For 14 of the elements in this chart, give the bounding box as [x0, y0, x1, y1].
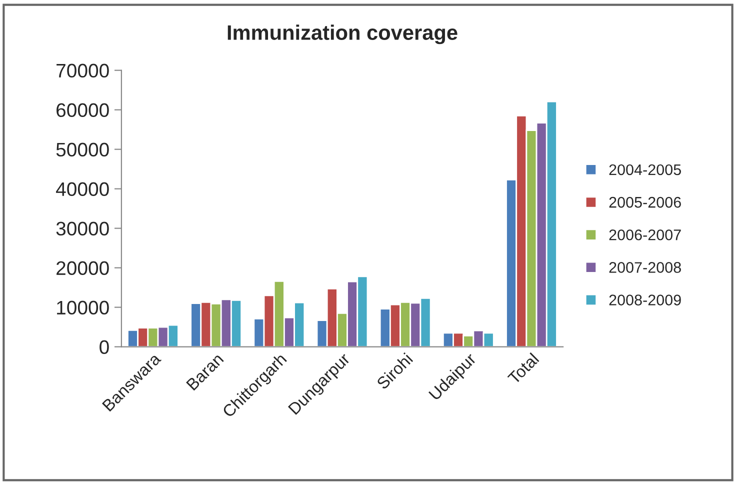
y-tick-label: 60000 [56, 103, 109, 118]
y-tick-label: 30000 [56, 222, 109, 236]
legend-label: 2006-2007 [609, 229, 681, 240]
chart-title: Immunization coverage [228, 24, 458, 44]
y-tick-label: 20000 [56, 261, 109, 276]
y-tick-label: 40000 [56, 182, 109, 196]
legend-label: 2005-2006 [609, 196, 681, 208]
y-tick-label: 70000 [56, 64, 109, 78]
legend-label: 2008-2009 [609, 294, 681, 306]
legend-label: 2007-2008 [609, 262, 681, 273]
y-tick-label: 0 [100, 340, 109, 354]
legend-label: 2004-2005 [609, 164, 681, 176]
y-tick-label: 10000 [57, 300, 109, 315]
y-tick-label: 50000 [56, 142, 109, 157]
